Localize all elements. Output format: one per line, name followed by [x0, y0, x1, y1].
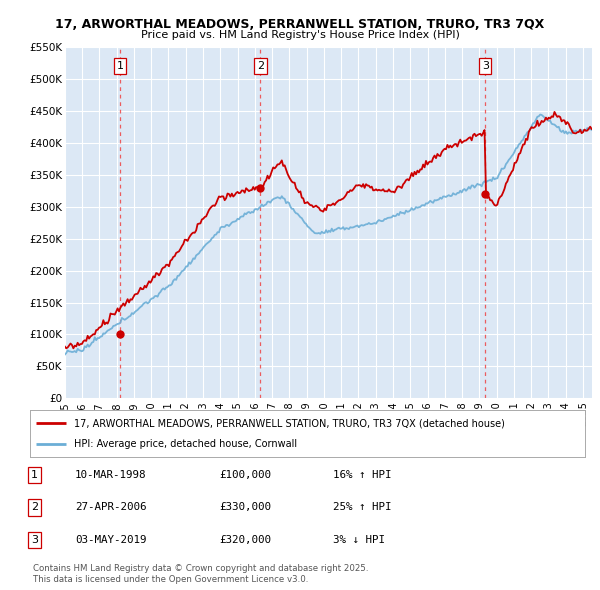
Text: 17, ARWORTHAL MEADOWS, PERRANWELL STATION, TRURO, TR3 7QX: 17, ARWORTHAL MEADOWS, PERRANWELL STATIO… [55, 18, 545, 31]
Text: £100,000: £100,000 [219, 470, 271, 480]
Text: This data is licensed under the Open Government Licence v3.0.: This data is licensed under the Open Gov… [33, 575, 308, 584]
Text: 2: 2 [257, 61, 264, 71]
Text: 2: 2 [31, 503, 38, 512]
Text: 27-APR-2006: 27-APR-2006 [75, 503, 146, 512]
Text: 03-MAY-2019: 03-MAY-2019 [75, 535, 146, 545]
Text: 25% ↑ HPI: 25% ↑ HPI [333, 503, 392, 512]
Text: HPI: Average price, detached house, Cornwall: HPI: Average price, detached house, Corn… [74, 439, 298, 449]
Text: 16% ↑ HPI: 16% ↑ HPI [333, 470, 392, 480]
Text: 17, ARWORTHAL MEADOWS, PERRANWELL STATION, TRURO, TR3 7QX (detached house): 17, ARWORTHAL MEADOWS, PERRANWELL STATIO… [74, 418, 505, 428]
Text: 1: 1 [116, 61, 124, 71]
Text: 3: 3 [482, 61, 489, 71]
Text: £320,000: £320,000 [219, 535, 271, 545]
Text: £330,000: £330,000 [219, 503, 271, 512]
Text: Price paid vs. HM Land Registry's House Price Index (HPI): Price paid vs. HM Land Registry's House … [140, 30, 460, 40]
Text: 3: 3 [31, 535, 38, 545]
Text: Contains HM Land Registry data © Crown copyright and database right 2025.: Contains HM Land Registry data © Crown c… [33, 565, 368, 573]
Text: 1: 1 [31, 470, 38, 480]
Text: 3% ↓ HPI: 3% ↓ HPI [333, 535, 385, 545]
Text: 10-MAR-1998: 10-MAR-1998 [75, 470, 146, 480]
